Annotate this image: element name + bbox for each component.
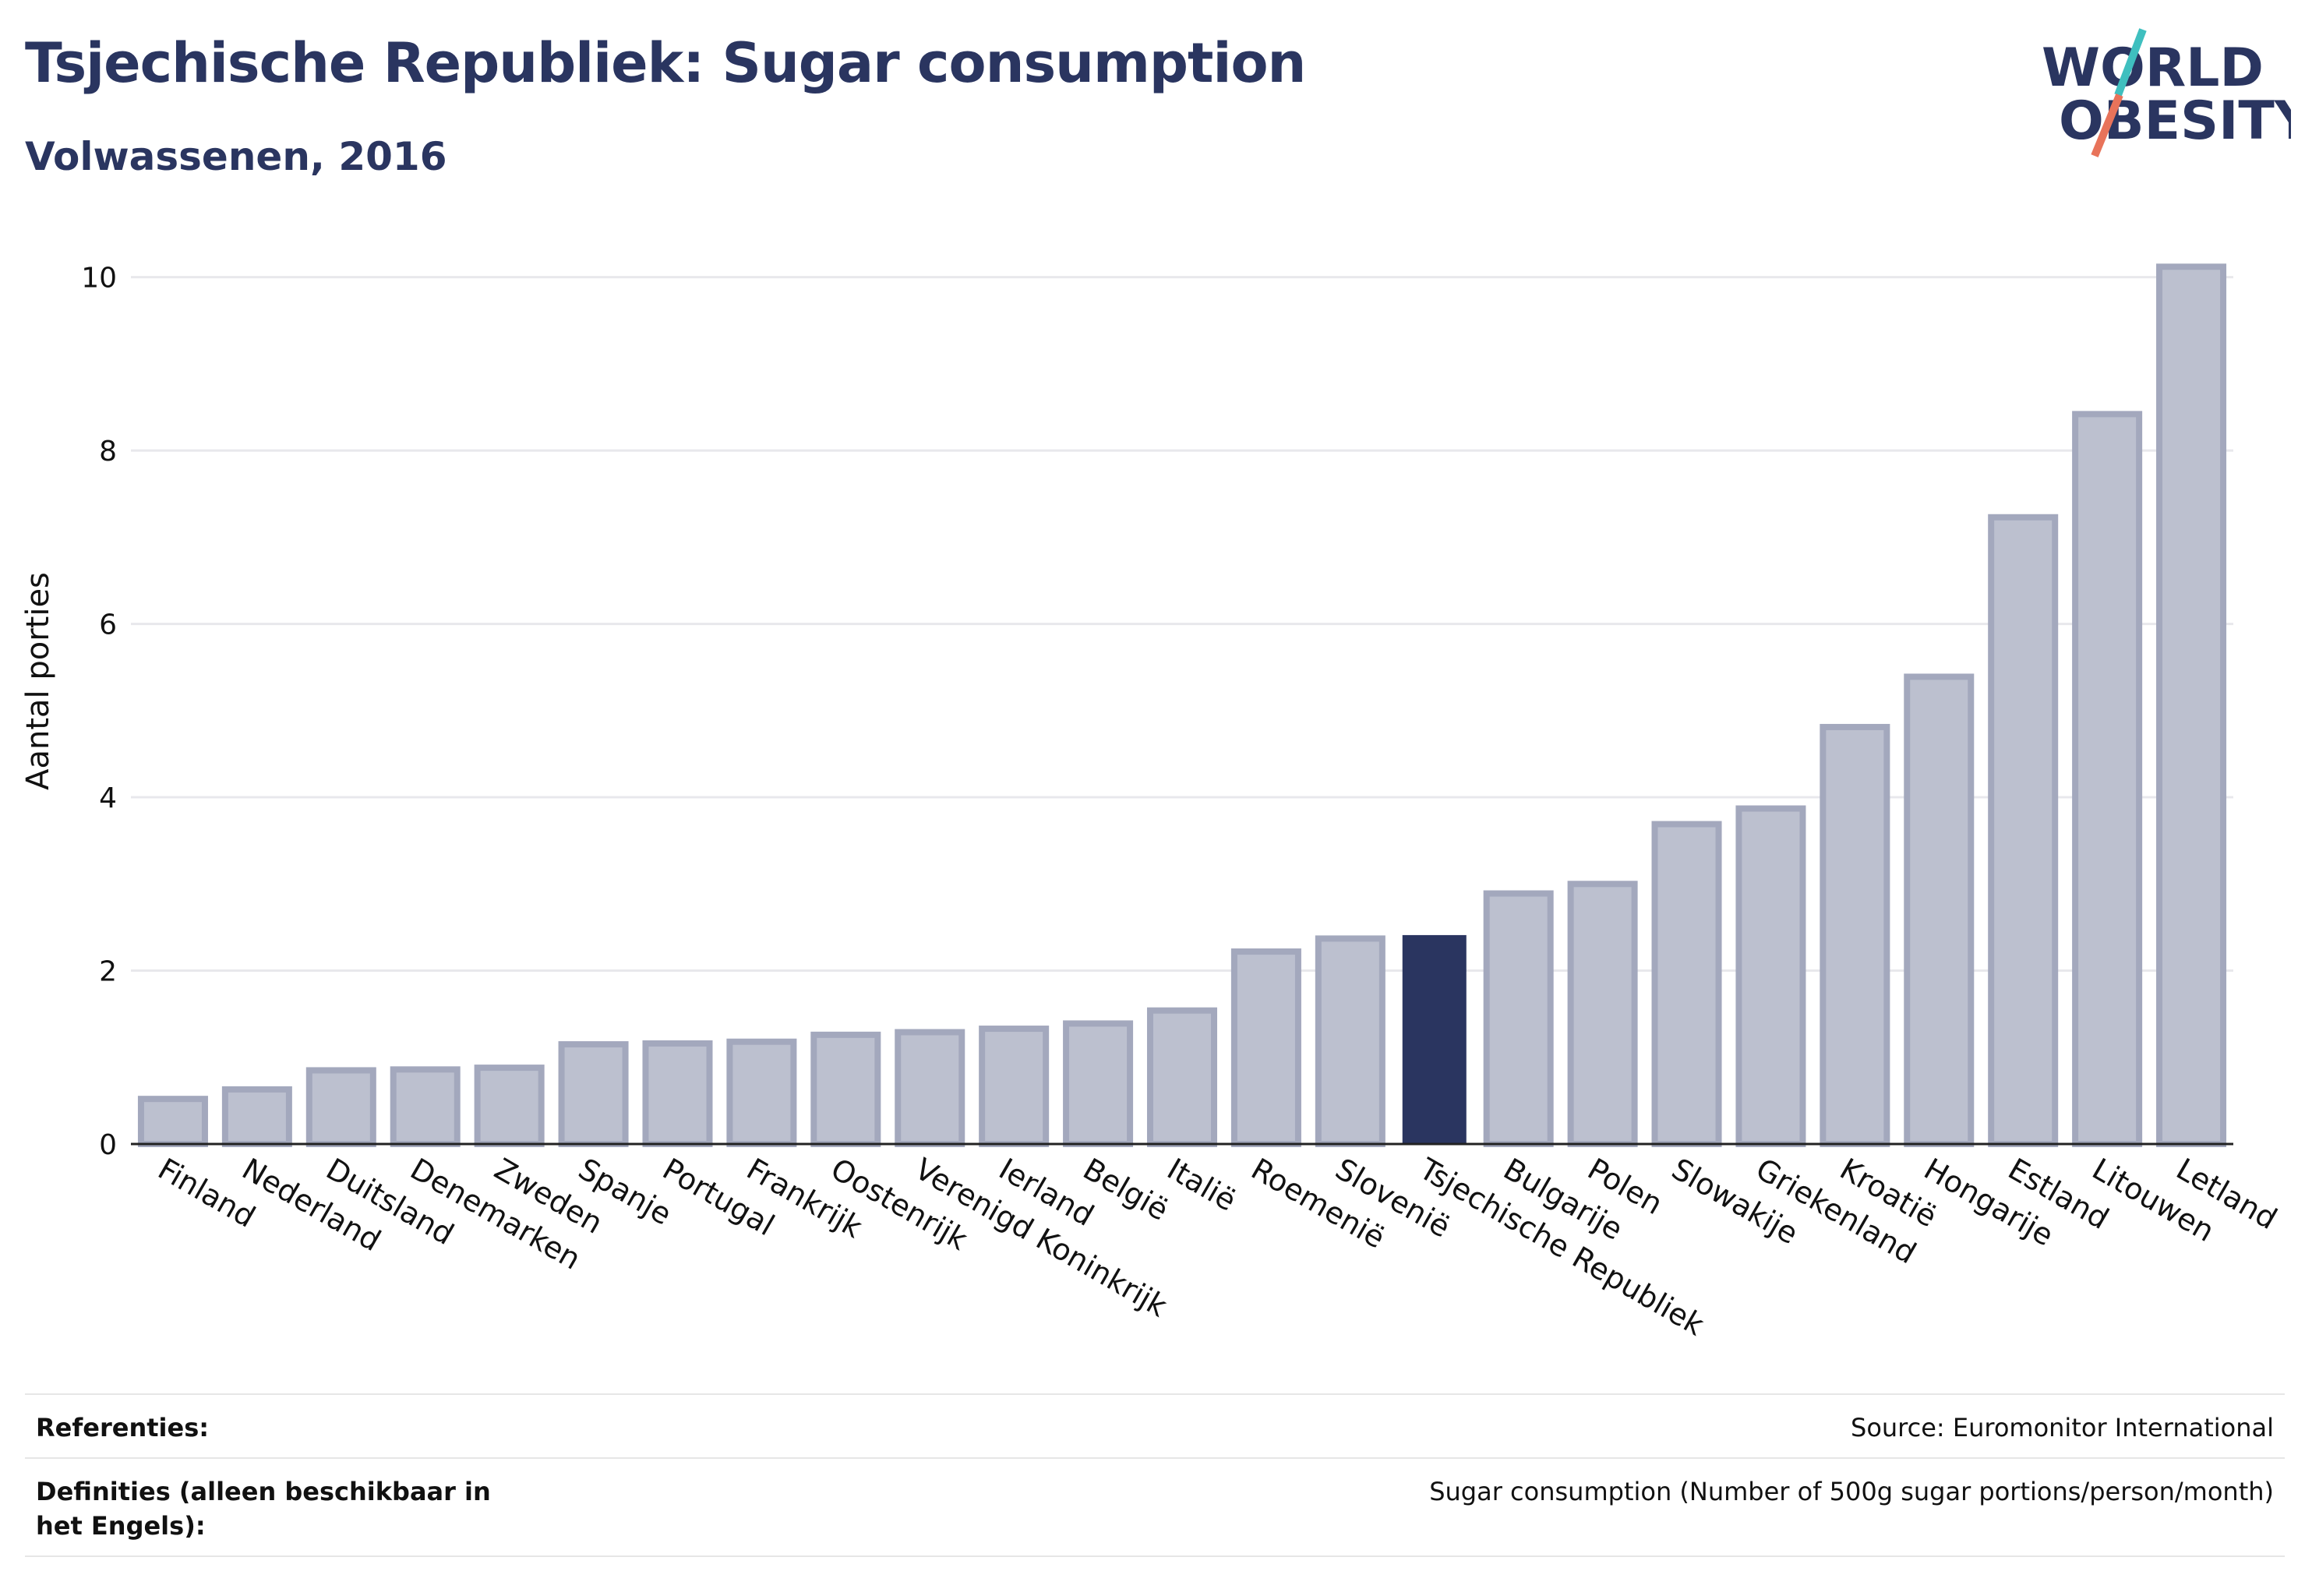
bar	[1230, 948, 1301, 1147]
bar	[1904, 673, 1975, 1147]
bar	[390, 1066, 461, 1147]
bar	[474, 1065, 545, 1147]
bar-highlighted	[1402, 934, 1467, 1144]
y-axis-label: Aantal porties	[20, 572, 56, 790]
y-tick-label: 0	[99, 1129, 117, 1161]
logo-slash-coral	[2091, 94, 2123, 157]
references-label: Referenties:	[36, 1413, 210, 1442]
x-tick-label: Italië	[1162, 1152, 1242, 1218]
bar	[221, 1086, 292, 1148]
bar	[1063, 1020, 1134, 1147]
x-tick-label: Finland	[152, 1152, 261, 1234]
y-tick-label: 6	[99, 609, 117, 641]
world-obesity-logo: WORLD OBESITY	[2042, 28, 2291, 157]
bar	[305, 1067, 376, 1148]
bar	[558, 1041, 629, 1147]
bar	[137, 1096, 208, 1148]
definitions-row: Definities (alleen beschikbaar in het En…	[25, 1457, 2285, 1557]
bar-layer	[137, 263, 2227, 1148]
x-tick-labels: FinlandNederlandDuitslandDenemarkenZwede…	[152, 1151, 2282, 1342]
logo-line-1: WORLD	[2042, 37, 2264, 99]
definitions-label: Definities (alleen beschikbaar in het En…	[36, 1477, 491, 1541]
bar	[642, 1040, 713, 1148]
bar	[2156, 263, 2227, 1147]
y-tick-labels: 0 2 4 6 8 10	[81, 263, 117, 1161]
definitions-value: Sugar consumption (Number of 500g sugar …	[1429, 1477, 2274, 1506]
chart-title: Tsjechische Republiek: Sugar consumption	[25, 31, 1306, 95]
bar	[810, 1031, 881, 1147]
y-tick-label: 4	[99, 782, 117, 814]
references-value: Source: Euromonitor International	[1851, 1413, 2274, 1442]
bar	[1820, 723, 1890, 1147]
bar	[1988, 514, 2059, 1147]
bar	[895, 1029, 965, 1147]
bar	[2072, 411, 2143, 1147]
y-tick-label: 8	[99, 436, 117, 468]
bar	[1735, 805, 1806, 1147]
y-tick-label: 10	[81, 263, 117, 295]
chart-subtitle: Volwassenen, 2016	[25, 134, 447, 179]
references-row: Referenties: Source: Euromonitor Interna…	[25, 1393, 2285, 1459]
bar	[1146, 1007, 1218, 1148]
bar	[1315, 935, 1385, 1147]
bar	[726, 1038, 797, 1147]
bar-chart: 0 2 4 6 8 10 FinlandNederlandDuitslandDenemar…	[20, 263, 2283, 1343]
bar	[1483, 890, 1554, 1147]
logo-slash-teal	[2114, 28, 2147, 97]
bar	[1567, 881, 1638, 1148]
bar	[979, 1026, 1050, 1148]
bar	[1651, 821, 1722, 1147]
y-tick-label: 2	[99, 956, 117, 988]
